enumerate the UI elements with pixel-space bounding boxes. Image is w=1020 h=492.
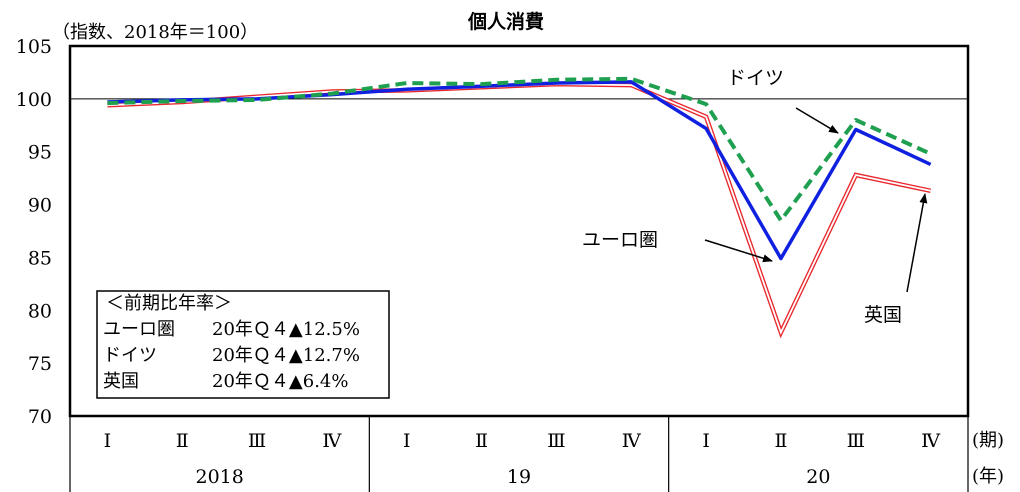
- legend-row-name: ドイツ: [103, 345, 157, 366]
- y-tick-label: 95: [28, 142, 52, 164]
- plot-area: [68, 44, 970, 418]
- legend-row-value: 20年Ｑ４▲12.7%: [212, 345, 360, 366]
- legend-header: ＜前期比年率＞: [106, 293, 232, 314]
- x-tick-label: Ⅲ: [847, 430, 865, 452]
- year-unit: (年): [972, 466, 1004, 487]
- legend-row-name: ユーロ圏: [103, 319, 175, 340]
- x-tick-label: Ⅰ: [403, 430, 411, 452]
- x-tick-label: Ⅰ: [104, 430, 112, 452]
- arrow-germany: [795, 107, 839, 134]
- year-label: 20: [806, 466, 830, 488]
- series-label-euro: ユーロ圏: [582, 229, 658, 251]
- x-tick-label: Ⅳ: [622, 430, 642, 452]
- y-tick-label: 105: [16, 36, 52, 58]
- x-axis: Ⅰ Ⅱ Ⅲ Ⅳ Ⅰ Ⅱ Ⅲ Ⅳ Ⅰ Ⅱ Ⅲ Ⅳ 2018 19 20: [69, 416, 969, 492]
- y-tick-label: 75: [28, 353, 52, 375]
- legend-row-value: 20年Ｑ４▲12.5%: [212, 319, 360, 340]
- arrow-euro: [704, 239, 773, 263]
- arrow-uk: [906, 193, 928, 293]
- series-line: [107, 76, 932, 223]
- series-line: [107, 80, 932, 261]
- series-label-uk: 英国: [864, 304, 902, 326]
- legend-box: ＜前期比年率＞ ユーロ圏 20年Ｑ４▲12.5% ドイツ 20年Ｑ４▲12.7%…: [96, 290, 390, 399]
- series-lines: [107, 76, 932, 339]
- legend-row-name: 英国: [103, 371, 139, 392]
- x-tick-label: Ⅱ: [176, 430, 189, 452]
- y-tick-label: 80: [28, 300, 52, 322]
- year-label: 19: [507, 466, 531, 488]
- chart-title: 個人消費: [467, 10, 544, 33]
- y-axis-label: （指数、2018年＝100）: [52, 22, 258, 43]
- y-tick-labels: 70 75 80 85 90 95 100 105: [16, 36, 52, 428]
- x-tick-label: Ⅱ: [774, 430, 787, 452]
- series-2: [107, 76, 932, 223]
- x-tick-label: Ⅱ: [475, 430, 488, 452]
- x-tick-label: Ⅳ: [322, 430, 342, 452]
- quarter-unit: (期): [972, 430, 1004, 451]
- year-label: 2018: [195, 466, 243, 488]
- y-tick-label: 70: [28, 406, 52, 428]
- legend-box-frame: [96, 290, 390, 399]
- legend-row-value: 20年Ｑ４▲6.4%: [212, 371, 348, 392]
- y-tick-label: 90: [28, 195, 52, 217]
- y-tick-label: 85: [28, 247, 52, 269]
- x-tick-label: Ⅲ: [547, 430, 565, 452]
- x-tick-label: Ⅰ: [702, 430, 710, 452]
- series-label-germany: ドイツ: [727, 67, 784, 89]
- y-tick-label: 100: [16, 89, 52, 111]
- x-tick-label: Ⅲ: [248, 430, 266, 452]
- x-tick-label: Ⅳ: [921, 430, 941, 452]
- series-1: [107, 80, 932, 261]
